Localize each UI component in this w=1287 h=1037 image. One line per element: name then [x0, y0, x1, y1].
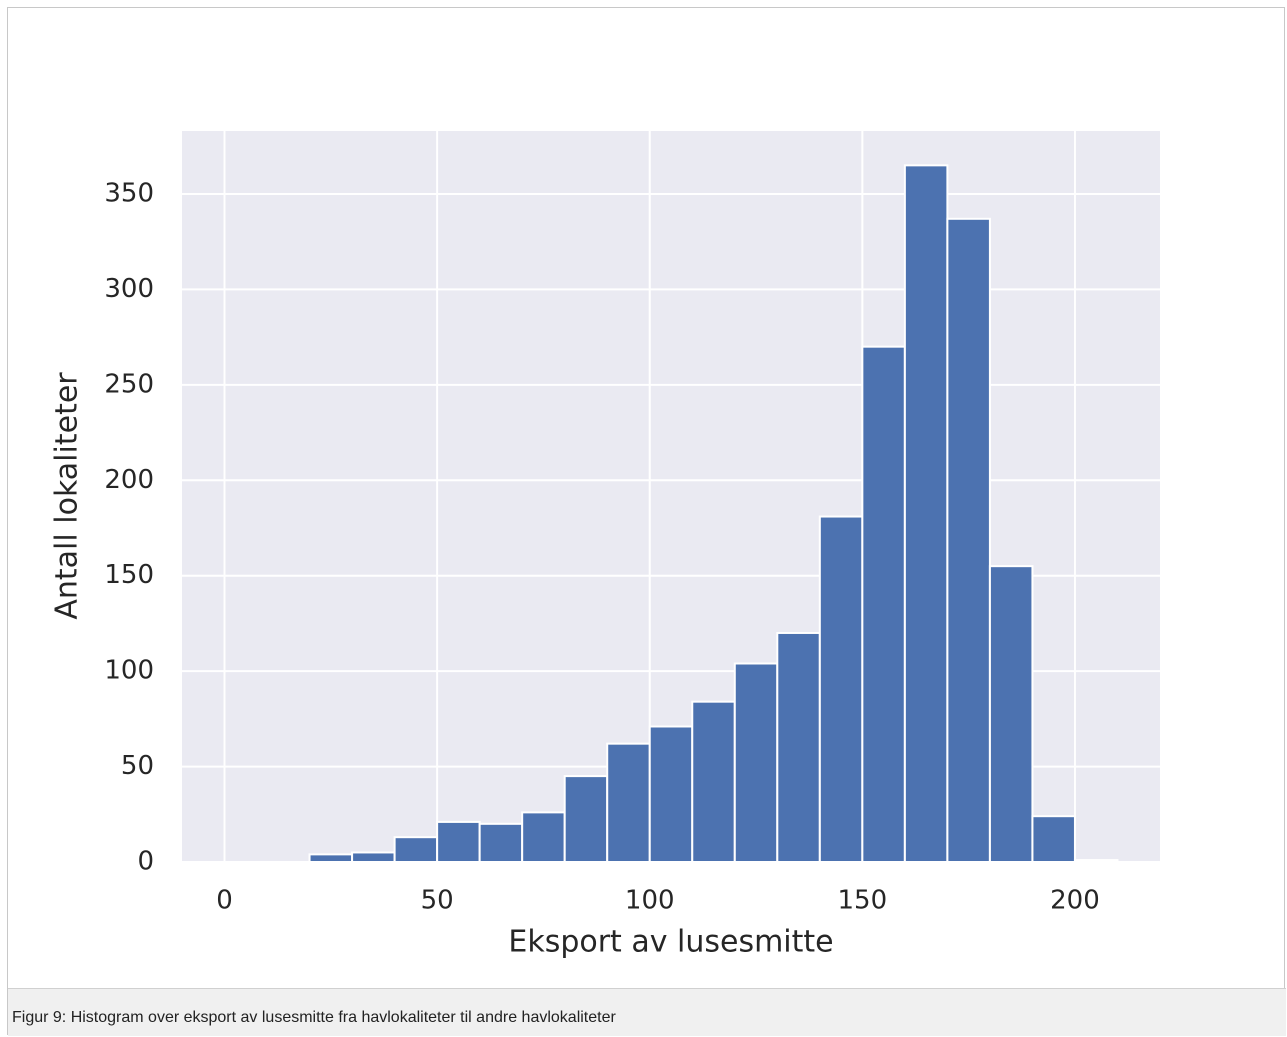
bar: [818, 515, 864, 863]
y-tick-label: 250: [104, 369, 154, 399]
bar: [436, 820, 481, 864]
bar: [393, 836, 439, 863]
bar: [478, 822, 524, 864]
bar: [1073, 859, 1119, 863]
bar: [691, 700, 736, 864]
y-tick-label: 350: [104, 178, 154, 208]
bar: [988, 565, 1034, 863]
bar: [606, 742, 651, 863]
x-tick-label: 200: [1050, 886, 1100, 916]
y-tick-label: 50: [121, 751, 154, 781]
x-tick-label: 0: [216, 886, 233, 916]
y-tick-label: 300: [104, 274, 154, 304]
bar: [946, 217, 991, 864]
y-tick-label: 100: [104, 656, 154, 686]
bar: [563, 775, 609, 863]
bar: [733, 662, 779, 863]
bar: [351, 851, 396, 863]
y-tick-label: 150: [104, 560, 154, 590]
y-tick-label: 200: [104, 465, 154, 495]
chart: Eksport av lusesmitte Antall lokaliteter…: [50, 131, 1160, 960]
bar: [1031, 815, 1076, 864]
bar: [861, 345, 906, 863]
bar: [521, 811, 566, 863]
bar: [776, 631, 821, 863]
bar: [648, 725, 694, 863]
caption: Figur 9: Histogram over eksport av luses…: [8, 988, 1286, 1036]
bar: [308, 853, 354, 864]
x-axis-label: Eksport av lusesmitte: [508, 925, 833, 960]
x-tick-label: 150: [838, 886, 888, 916]
x-tick-label: 50: [421, 886, 454, 916]
x-tick-label: 100: [625, 886, 675, 916]
bar: [903, 164, 949, 863]
y-axis-label: Antall lokaliteter: [50, 372, 85, 620]
y-tick-label: 0: [137, 847, 154, 877]
